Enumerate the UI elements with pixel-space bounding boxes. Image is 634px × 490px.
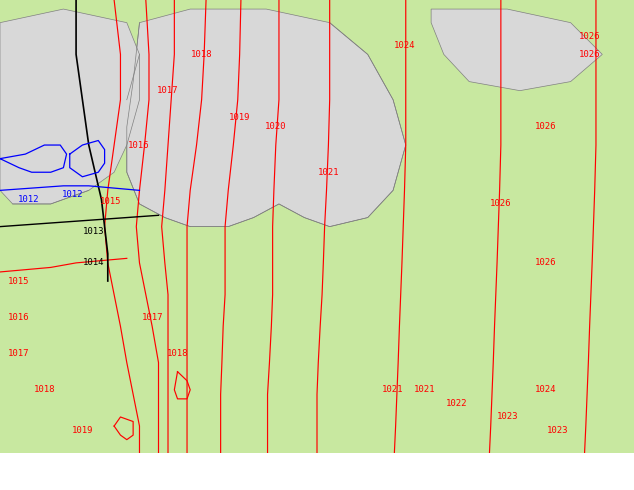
Polygon shape	[127, 9, 406, 226]
Text: 1016: 1016	[127, 141, 149, 149]
Text: 1012: 1012	[62, 191, 84, 199]
Text: © weatheronline.co.uk: © weatheronline.co.uk	[478, 476, 628, 489]
Text: 1021: 1021	[382, 385, 404, 394]
Text: 1015: 1015	[100, 197, 122, 206]
Text: 1023: 1023	[547, 426, 569, 435]
Text: 1016: 1016	[8, 313, 30, 322]
Text: 1018: 1018	[191, 50, 212, 59]
Polygon shape	[431, 9, 602, 91]
Text: 1013: 1013	[83, 227, 105, 236]
Text: 1021: 1021	[318, 168, 339, 177]
Text: 1026: 1026	[579, 50, 600, 59]
Text: Mo 27-05-2024 00:00 UTC (12+36): Mo 27-05-2024 00:00 UTC (12+36)	[380, 457, 628, 469]
Text: 1019: 1019	[72, 426, 93, 435]
Text: 1015: 1015	[8, 276, 30, 286]
Text: 1024: 1024	[534, 385, 556, 394]
Text: 1026: 1026	[534, 258, 556, 268]
Text: 1014: 1014	[83, 258, 105, 268]
Text: 1021: 1021	[414, 385, 436, 394]
Text: 1024: 1024	[394, 41, 415, 50]
Text: 1019: 1019	[229, 113, 250, 122]
Text: 1012: 1012	[18, 195, 39, 204]
Text: 1017: 1017	[141, 313, 163, 322]
Text: 1022: 1022	[446, 399, 467, 408]
Text: 1018: 1018	[167, 349, 188, 358]
Text: 1026: 1026	[534, 122, 556, 131]
Text: 1017: 1017	[157, 86, 179, 95]
Text: 1020: 1020	[265, 122, 287, 131]
Text: 1018: 1018	[34, 385, 55, 394]
Polygon shape	[0, 9, 139, 204]
Text: 1017: 1017	[8, 349, 30, 358]
Text: 1023: 1023	[496, 413, 518, 421]
Text: 1026: 1026	[490, 199, 512, 208]
Text: Surface pressure [hPa] UK-Global: Surface pressure [hPa] UK-Global	[6, 460, 262, 473]
Text: 1026: 1026	[579, 32, 600, 41]
